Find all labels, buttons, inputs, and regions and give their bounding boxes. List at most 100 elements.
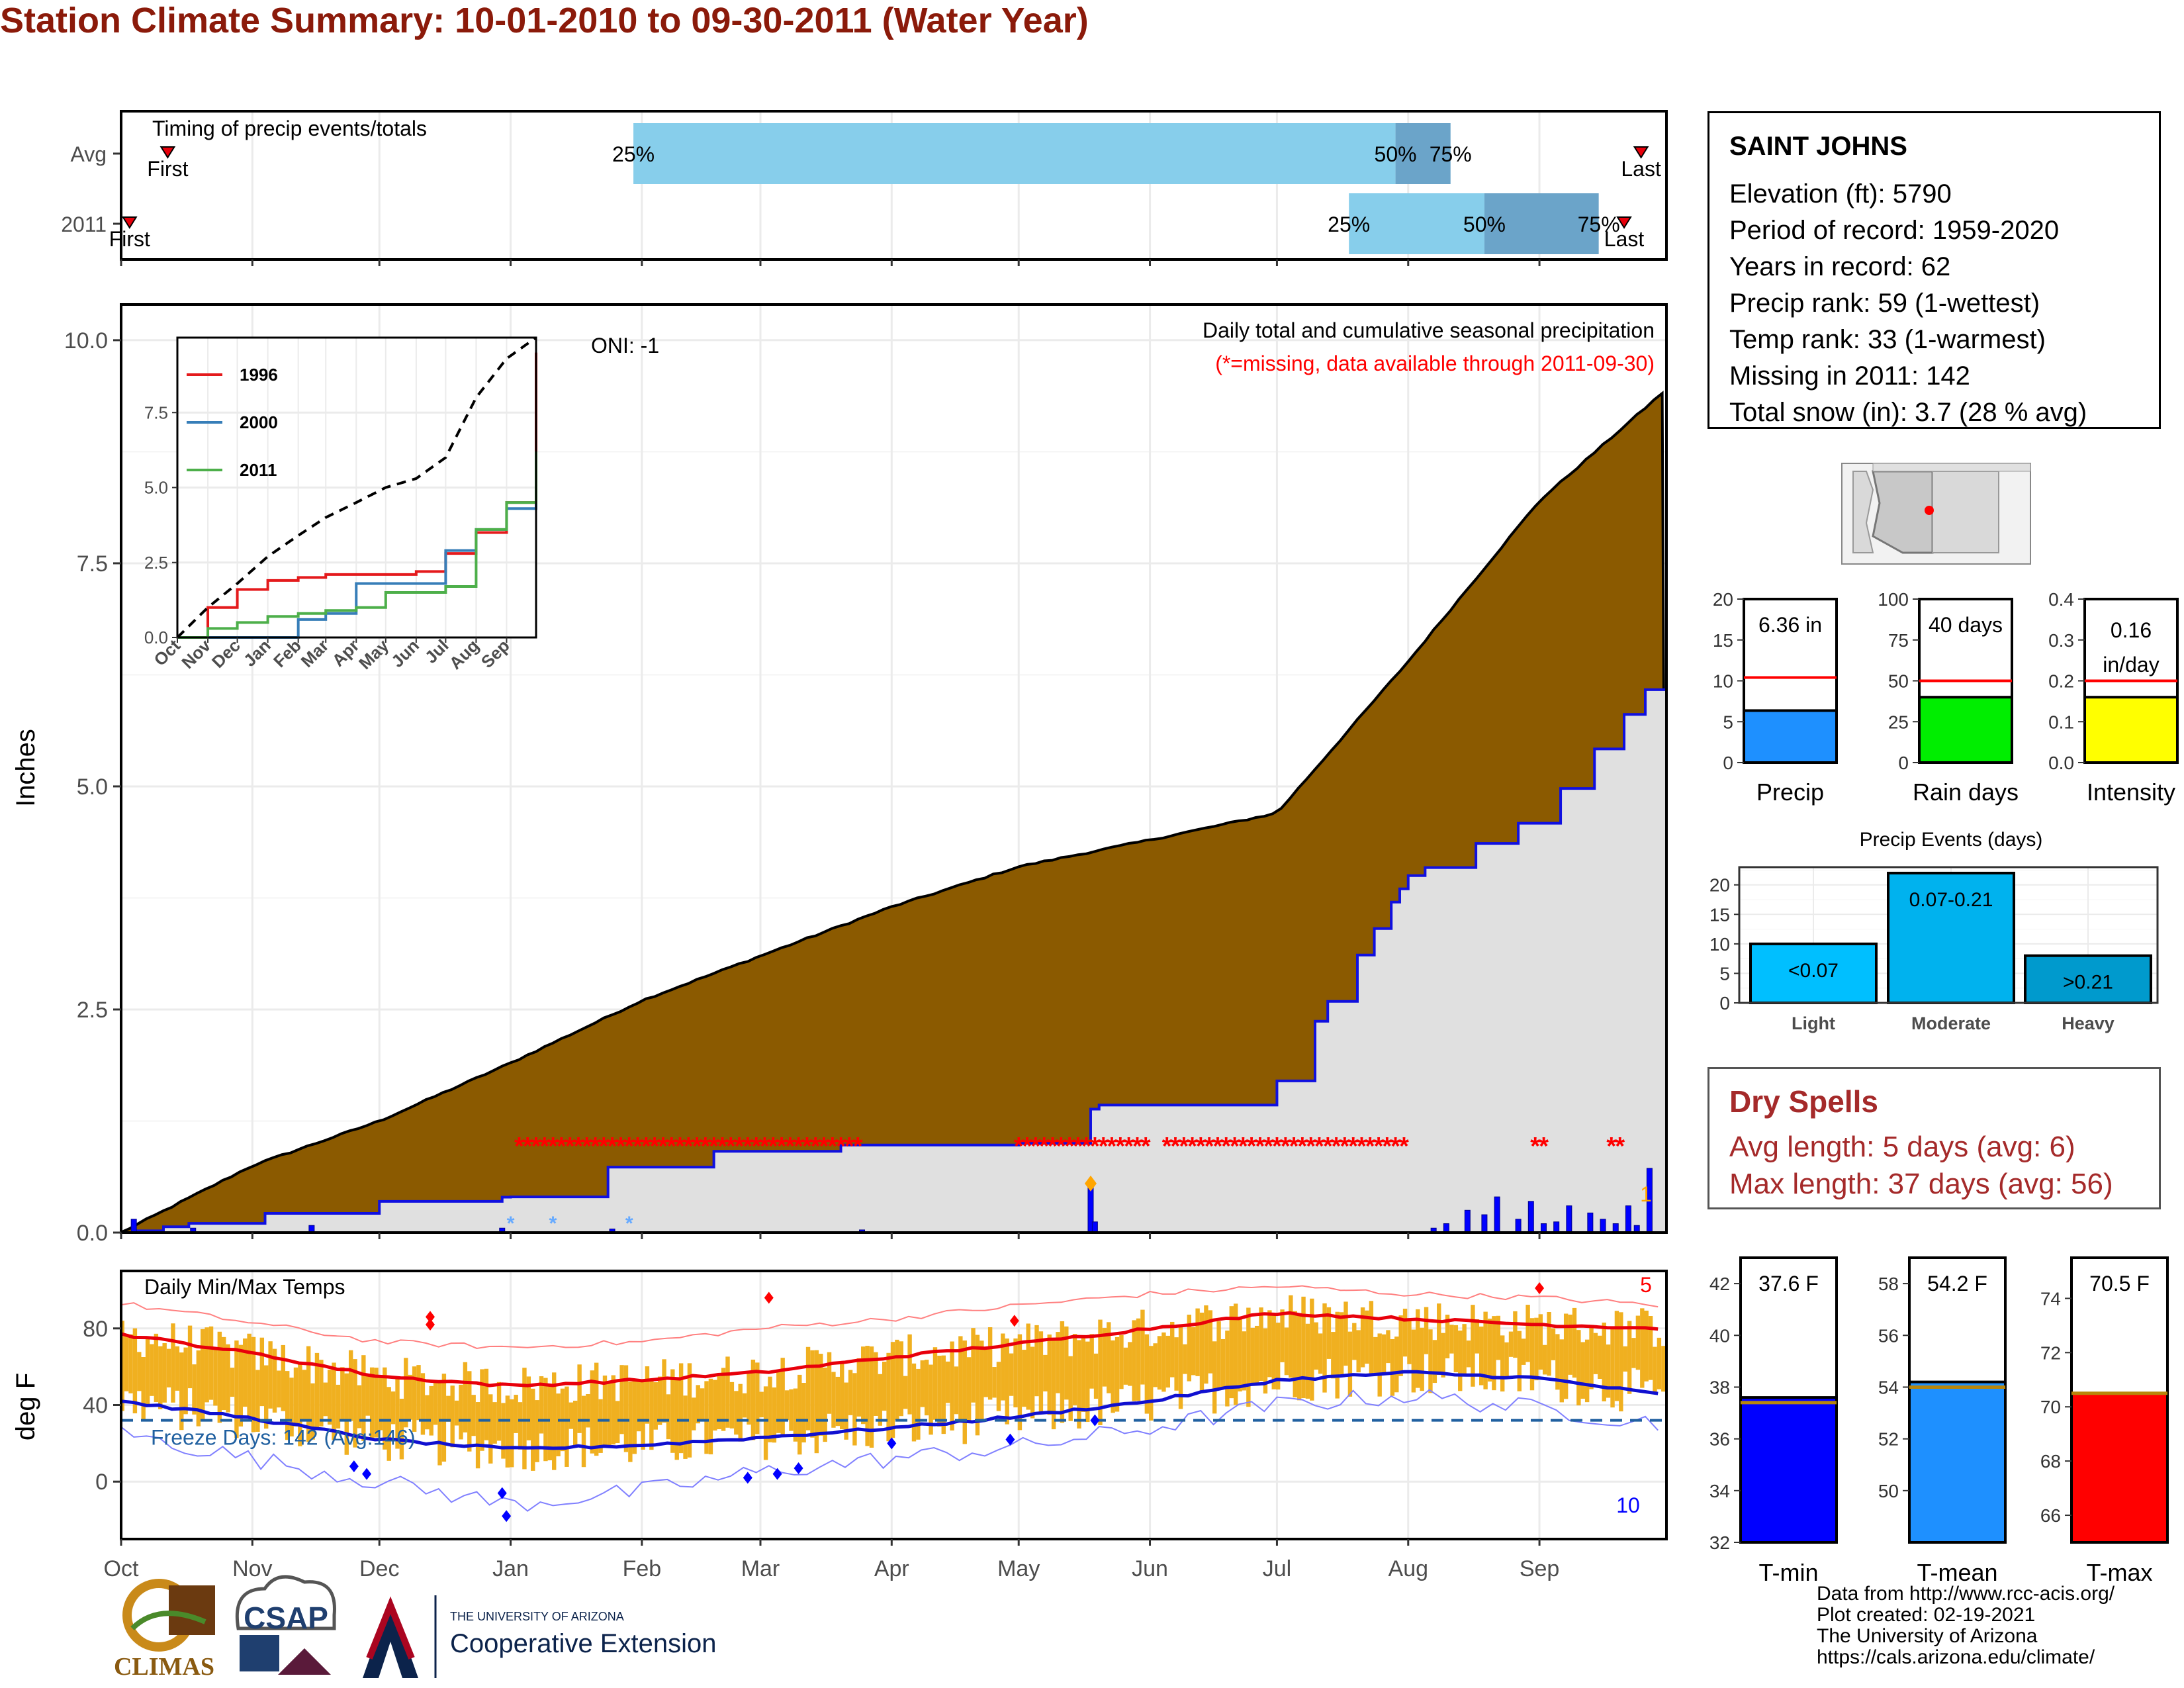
ua-logo-a xyxy=(363,1599,418,1678)
missing-day-marker: * xyxy=(523,1133,533,1160)
temp-daily-bar xyxy=(1263,1328,1268,1394)
missing-day-marker: * xyxy=(760,1133,770,1160)
station-years: Years in record: 62 xyxy=(1729,252,1951,281)
missing-day-marker: * xyxy=(599,1133,609,1160)
temp-daily-bar xyxy=(704,1381,709,1454)
temp-daily-bar xyxy=(459,1384,463,1440)
temp-daily-bar xyxy=(1487,1319,1492,1382)
map-california xyxy=(1852,471,1874,553)
temp-daily-bar xyxy=(471,1395,476,1436)
temp-daily-bar xyxy=(789,1389,794,1431)
temp-daily-bar xyxy=(1496,1315,1501,1360)
missing-day-marker: * xyxy=(1081,1133,1091,1160)
precip-events-x-label: Heavy xyxy=(2062,1013,2115,1033)
temp-daily-bar xyxy=(132,1328,138,1414)
temp-daily-bar xyxy=(492,1402,497,1444)
temp-daily-bar xyxy=(272,1348,277,1413)
record-low-marker xyxy=(362,1468,372,1480)
temp-daily-bar xyxy=(526,1376,531,1440)
temp-daily-bar xyxy=(1424,1307,1429,1354)
temp-y-tick-label: 80 xyxy=(83,1317,108,1342)
temp-daily-bar xyxy=(1589,1325,1594,1389)
temp-daily-bar xyxy=(1064,1326,1069,1400)
temp-daily-bar xyxy=(454,1400,459,1426)
temp-gauge-tick-label: 68 xyxy=(2040,1451,2061,1472)
missing-day-marker: * xyxy=(1357,1133,1367,1160)
station-elevation: Elevation (ft): 5790 xyxy=(1729,179,1952,209)
temp-daily-bar xyxy=(886,1352,891,1442)
missing-day-marker: * xyxy=(811,1133,821,1160)
temp-daily-bar xyxy=(1462,1324,1467,1377)
gauge-tick-label: 50 xyxy=(1888,671,1909,692)
precip-daily-bar xyxy=(1612,1223,1619,1233)
temp-daily-bar xyxy=(763,1386,768,1460)
map-north-states xyxy=(1872,463,2031,472)
temp-daily-bar xyxy=(264,1365,269,1429)
location-map xyxy=(1841,463,2031,565)
temp-daily-bar xyxy=(649,1380,654,1450)
temp-daily-bar xyxy=(852,1373,857,1446)
temp-daily-bar xyxy=(1517,1331,1522,1391)
temp-daily-bar xyxy=(713,1380,717,1431)
gauge-value-unit: in/day xyxy=(2103,653,2159,677)
temp-daily-bar xyxy=(678,1363,684,1454)
temp-daily-bar xyxy=(797,1374,802,1455)
station-temp-rank: Temp rank: 33 (1-warmest) xyxy=(1729,325,2046,354)
missing-day-marker: * xyxy=(743,1133,752,1160)
temp-daily-bar xyxy=(1107,1322,1111,1393)
record-low-marker xyxy=(743,1472,752,1484)
csap-logo-mountain xyxy=(278,1648,331,1675)
temp-daily-bar xyxy=(895,1339,899,1421)
temp-daily-bar xyxy=(768,1376,772,1442)
temp-daily-bar xyxy=(1123,1347,1128,1385)
temp-daily-bar xyxy=(1547,1312,1551,1376)
temp-daily-bar xyxy=(1009,1353,1014,1396)
temp-daily-bar xyxy=(340,1367,345,1421)
temp-daily-bar xyxy=(1047,1334,1052,1415)
temp-daily-bar xyxy=(1178,1325,1183,1409)
temp-gauge-tick-label: 58 xyxy=(1878,1274,1899,1294)
temp-daily-bar xyxy=(408,1374,412,1420)
record-high-marker xyxy=(426,1311,435,1323)
temp-daily-bar xyxy=(641,1380,645,1450)
temp-daily-bar xyxy=(310,1383,315,1440)
inset-y-tick-label: 7.5 xyxy=(144,402,168,422)
missing-day-marker: * xyxy=(1023,1133,1032,1160)
record-low-marker xyxy=(497,1487,507,1499)
missing-day-marker: * xyxy=(1297,1133,1307,1160)
temp-daily-bar xyxy=(992,1367,997,1398)
temp-gauge-tick-label: 74 xyxy=(2040,1288,2061,1309)
temp-daily-bar xyxy=(1352,1323,1357,1360)
precip-y-axis-label: Inches xyxy=(11,729,40,807)
temp-gauge-bar xyxy=(2070,1391,2169,1544)
temp-daily-bar xyxy=(1111,1340,1115,1413)
temp-daily-bar xyxy=(488,1394,493,1464)
temp-daily-bar xyxy=(657,1376,662,1425)
temp-daily-bar xyxy=(158,1346,163,1409)
missing-day-marker: * xyxy=(675,1133,685,1160)
temp-daily-bar xyxy=(1225,1331,1230,1407)
temp-daily-bar xyxy=(1318,1333,1323,1374)
temp-daily-bar xyxy=(954,1366,959,1415)
temp-x-tick-label: Nov xyxy=(232,1556,272,1581)
temp-daily-bar xyxy=(196,1350,201,1427)
missing-day-marker: * xyxy=(709,1133,719,1160)
temp-daily-bar xyxy=(281,1344,285,1411)
temp-daily-bar xyxy=(293,1367,298,1427)
oni-label: ONI: -1 xyxy=(591,334,659,357)
record-high-marker xyxy=(426,1319,435,1331)
missing-day-marker: * xyxy=(1179,1133,1189,1160)
temp-daily-bar xyxy=(1534,1317,1539,1381)
temp-daily-bar xyxy=(1602,1323,1606,1402)
temp-daily-bar xyxy=(1034,1325,1039,1397)
record-high-marker xyxy=(1009,1315,1019,1327)
gauge-tick-label: 75 xyxy=(1888,630,1909,651)
temp-daily-bar xyxy=(674,1379,679,1460)
timing-first-label: First xyxy=(109,227,150,251)
temp-daily-bar xyxy=(1030,1346,1035,1419)
missing-day-marker: * xyxy=(1073,1133,1083,1160)
credits: Data from http://www.rcc-acis.org/ Plot … xyxy=(1817,1583,2115,1668)
temp-daily-bar xyxy=(467,1371,472,1452)
gauge-label: Rain days xyxy=(1913,778,2019,806)
temp-daily-bar xyxy=(1001,1333,1005,1401)
